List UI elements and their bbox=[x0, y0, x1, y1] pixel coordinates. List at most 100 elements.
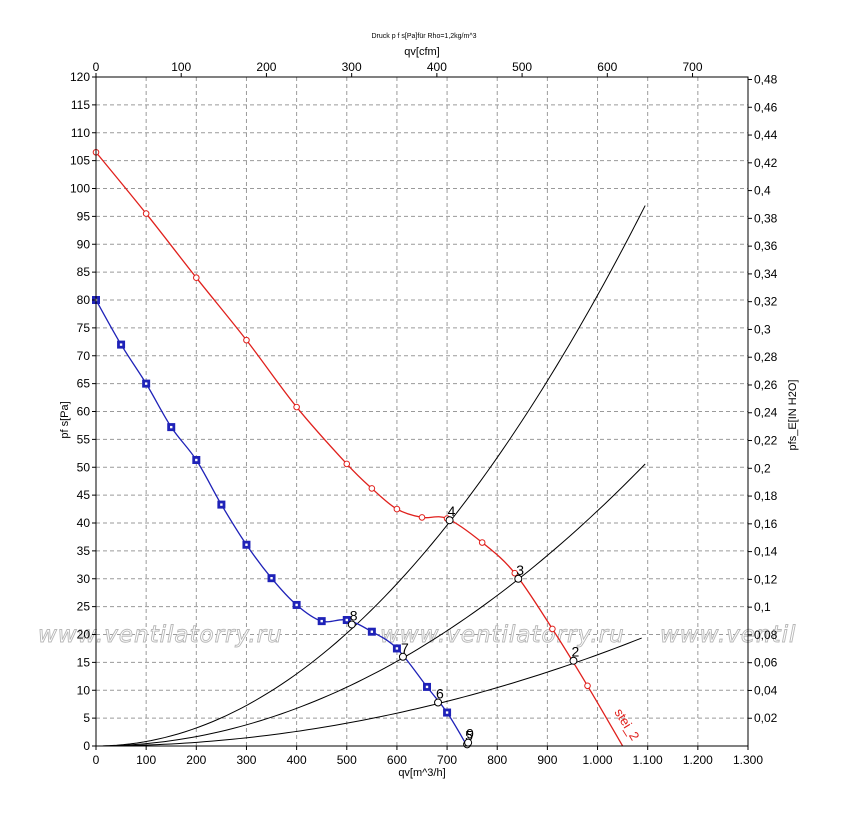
system-curve bbox=[95, 463, 646, 747]
y-tick-label: 120 bbox=[70, 70, 90, 84]
system-curves bbox=[95, 205, 646, 747]
y2-tick-label: 0,06 bbox=[754, 656, 778, 670]
y-tick-label: 30 bbox=[77, 572, 91, 586]
y2-tick-label: 0,04 bbox=[754, 683, 778, 697]
data-point-red bbox=[478, 539, 486, 546]
y-tick-label: 105 bbox=[70, 154, 90, 168]
data-point-red bbox=[368, 485, 376, 492]
x-tick-label: 1.300 bbox=[733, 753, 763, 767]
y2-tick-label: 0,28 bbox=[754, 350, 778, 364]
series-line-blue bbox=[95, 299, 468, 747]
y2-tick-label: 0,2 bbox=[754, 461, 771, 475]
watermark-text: www.ventilatorry.ru bbox=[380, 622, 625, 648]
y-tick-label: 15 bbox=[77, 655, 91, 669]
x-tick-label: 1.200 bbox=[683, 753, 713, 767]
watermark-text: www.ventil bbox=[660, 622, 796, 648]
x2-tick-label: 700 bbox=[683, 60, 703, 74]
x2-tick-label: 100 bbox=[171, 60, 191, 74]
x2-tick-label: 400 bbox=[427, 60, 447, 74]
y-tick-label: 40 bbox=[77, 516, 91, 530]
operating-point-label: 8 bbox=[350, 607, 358, 623]
data-point-blue-center bbox=[345, 618, 348, 622]
system-curve bbox=[95, 205, 646, 747]
y2-tick-label: 0,08 bbox=[754, 628, 778, 642]
y2-tick-label: 0,32 bbox=[754, 295, 778, 309]
y-tick-label: 90 bbox=[77, 237, 91, 251]
x-tick-label: 1.100 bbox=[633, 753, 663, 767]
data-point-red bbox=[243, 336, 250, 344]
y-tick-label: 35 bbox=[77, 544, 91, 558]
x-tick-label: 900 bbox=[537, 753, 557, 767]
data-point-blue-center bbox=[220, 503, 223, 506]
data-point-red bbox=[142, 210, 150, 217]
data-point-red bbox=[343, 460, 351, 468]
watermark: www.ventilatorry.ru www.ventilatorry.ru ww… bbox=[38, 622, 796, 649]
y-tick-label: 95 bbox=[77, 209, 91, 223]
data-point-red bbox=[293, 403, 300, 411]
y2-tick-label: 0,36 bbox=[754, 239, 778, 253]
y-tick-label: 25 bbox=[77, 600, 91, 614]
x-tick-label: 300 bbox=[236, 753, 256, 767]
operating-point-label: 3 bbox=[516, 562, 524, 578]
operating-point-label: 2 bbox=[571, 644, 579, 660]
y2-tick-label: 0,34 bbox=[754, 267, 778, 281]
x-tick-label: 1.000 bbox=[583, 753, 613, 767]
y-tick-label: 80 bbox=[77, 293, 91, 307]
x2-axis-title: qv[cfm] bbox=[404, 46, 439, 58]
operating-point bbox=[445, 516, 454, 525]
y2-tick-label: 0,24 bbox=[754, 406, 778, 420]
operating-point-label: 6 bbox=[436, 686, 444, 702]
y-axis-title: pf s[Pa] bbox=[59, 401, 71, 438]
y2-tick-label: 0,44 bbox=[754, 128, 778, 142]
y2-tick-label: 0,46 bbox=[754, 100, 778, 114]
data-point-red bbox=[549, 625, 556, 633]
operating-point-label: 7 bbox=[401, 640, 409, 656]
operating-point-label: 9 bbox=[466, 726, 474, 742]
watermark-text: www.ventilatorry.ru bbox=[38, 622, 283, 648]
data-point-blue-center bbox=[245, 543, 248, 546]
operating-point bbox=[347, 620, 356, 629]
grid bbox=[96, 77, 748, 746]
operating-point bbox=[514, 574, 523, 583]
data-point-blue-center bbox=[425, 685, 429, 689]
y2-tick-label: 0,14 bbox=[754, 545, 778, 559]
x2-tick-label: 200 bbox=[256, 60, 276, 74]
chart-title: Druck p f s[Pa]für Rho=1,2kg/m^3 bbox=[371, 33, 476, 40]
operating-points: 2 3 4 5 6 7 8 9 bbox=[347, 503, 579, 749]
x-tick-label: 600 bbox=[387, 753, 407, 767]
y2-tick-label: 0,16 bbox=[754, 517, 778, 531]
data-point-blue-center bbox=[119, 343, 123, 346]
y-tick-label: 70 bbox=[77, 349, 91, 363]
operating-point bbox=[398, 652, 407, 661]
operating-point bbox=[569, 656, 578, 665]
operating-point bbox=[434, 698, 443, 707]
y2-tick-label: 0,42 bbox=[754, 156, 778, 170]
y2-tick-label: 0,02 bbox=[754, 711, 778, 725]
data-point-blue-center bbox=[370, 630, 374, 633]
data-point-blue-center bbox=[270, 576, 273, 580]
x2-tick-label: 500 bbox=[512, 60, 532, 74]
data-point-red bbox=[584, 682, 591, 690]
y-tick-label: 5 bbox=[83, 711, 90, 725]
series-line-red bbox=[95, 151, 624, 747]
x-tick-label: 200 bbox=[186, 753, 206, 767]
y2-tick-label: 0,38 bbox=[754, 211, 778, 225]
operating-point-label: 4 bbox=[448, 503, 456, 519]
data-point-blue-center bbox=[195, 458, 198, 462]
y-tick-label: 0 bbox=[83, 739, 90, 753]
data-point-blue-center bbox=[170, 425, 173, 429]
x-tick-label: 100 bbox=[136, 753, 156, 767]
y-tick-label: 10 bbox=[77, 683, 91, 697]
data-point-red bbox=[393, 505, 401, 513]
y2-tick-label: 0,1 bbox=[754, 600, 771, 614]
data-point-blue-center bbox=[295, 603, 298, 607]
y2-axis-title: pfs_E[IN H2O] bbox=[787, 380, 799, 451]
y-tick-label: 45 bbox=[77, 488, 91, 502]
y2-tick-label: 0,26 bbox=[754, 378, 778, 392]
y-tick-label: 65 bbox=[77, 377, 91, 391]
y-tick-label: 115 bbox=[71, 98, 90, 112]
x-tick-label: 800 bbox=[487, 753, 507, 767]
x2-tick-label: 600 bbox=[597, 60, 617, 74]
